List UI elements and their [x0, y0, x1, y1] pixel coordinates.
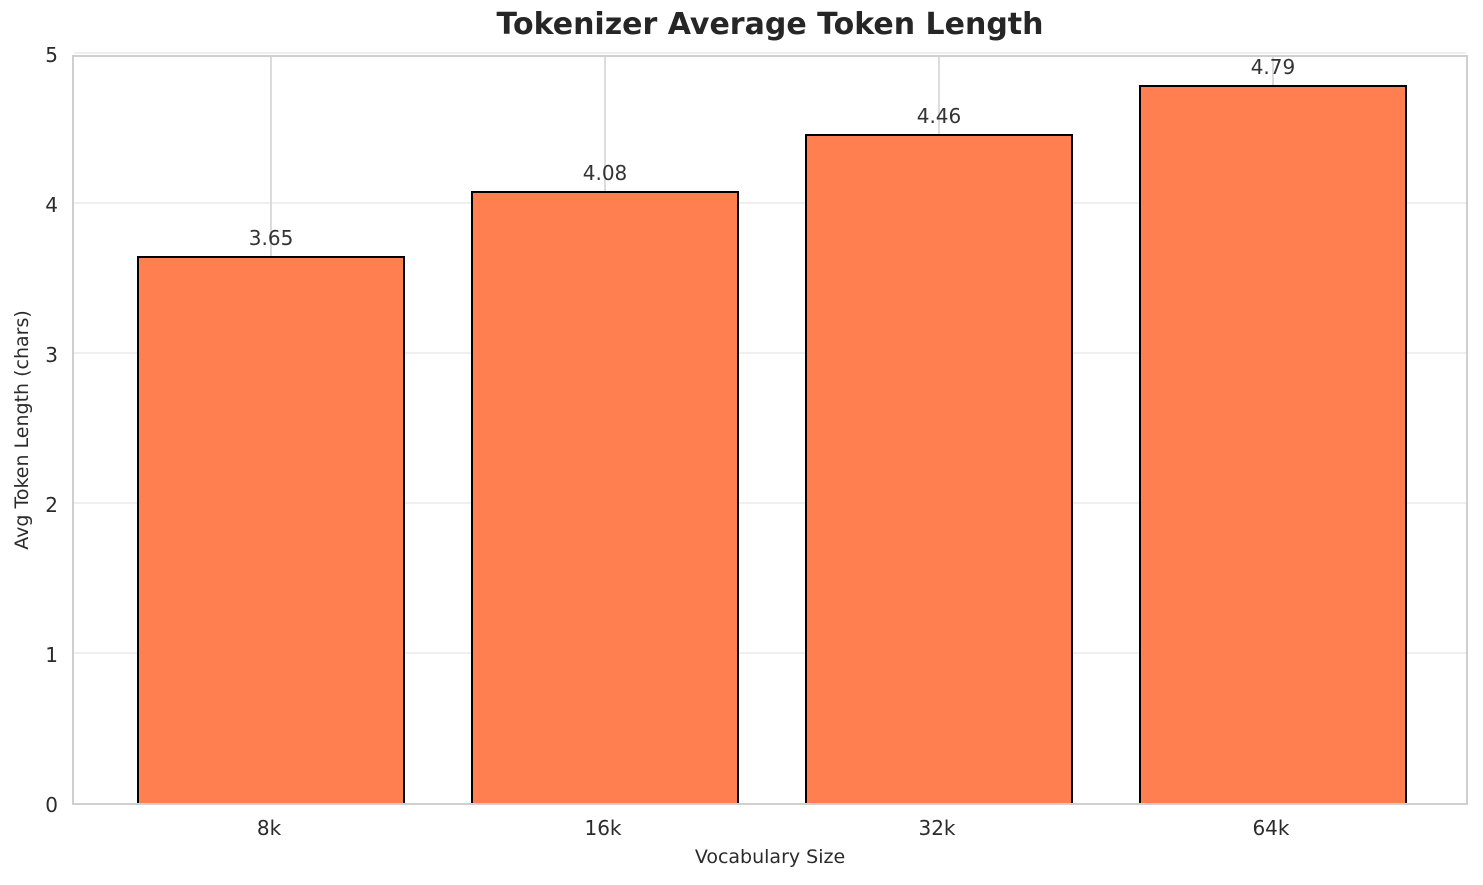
h-gridline [74, 202, 1466, 204]
x-tick-label: 16k [584, 816, 622, 840]
y-tick-label: 0 [45, 793, 58, 817]
y-tick-label: 2 [45, 493, 58, 517]
bar-value-label: 4.08 [582, 161, 628, 185]
plot-area: 3.65 4.08 4.46 4.79 [72, 52, 1468, 805]
bar-32k [805, 134, 1073, 803]
x-axis-label: Vocabulary Size [694, 846, 846, 868]
y-tick-label: 5 [45, 43, 58, 67]
bar-value-label: 4.79 [1250, 54, 1296, 79]
h-gridline [74, 52, 1466, 54]
chart-title: Tokenizer Average Token Length [496, 7, 1044, 42]
h-gridline [74, 352, 1466, 354]
h-gridline [74, 502, 1466, 504]
bar-16k [471, 191, 739, 803]
y-tick-label: 1 [45, 643, 58, 667]
x-tick-label: 32k [918, 816, 956, 840]
bar-8k [137, 255, 405, 803]
bar-64k [1139, 84, 1407, 803]
y-tick-label: 4 [45, 193, 58, 217]
h-gridline [74, 652, 1466, 654]
bar-value-label: 4.46 [916, 104, 962, 128]
x-tick-label: 8k [256, 816, 282, 840]
bar-value-label: 3.65 [248, 225, 294, 250]
y-tick-label: 3 [45, 343, 58, 367]
x-tick-label: 64k [1252, 816, 1290, 840]
